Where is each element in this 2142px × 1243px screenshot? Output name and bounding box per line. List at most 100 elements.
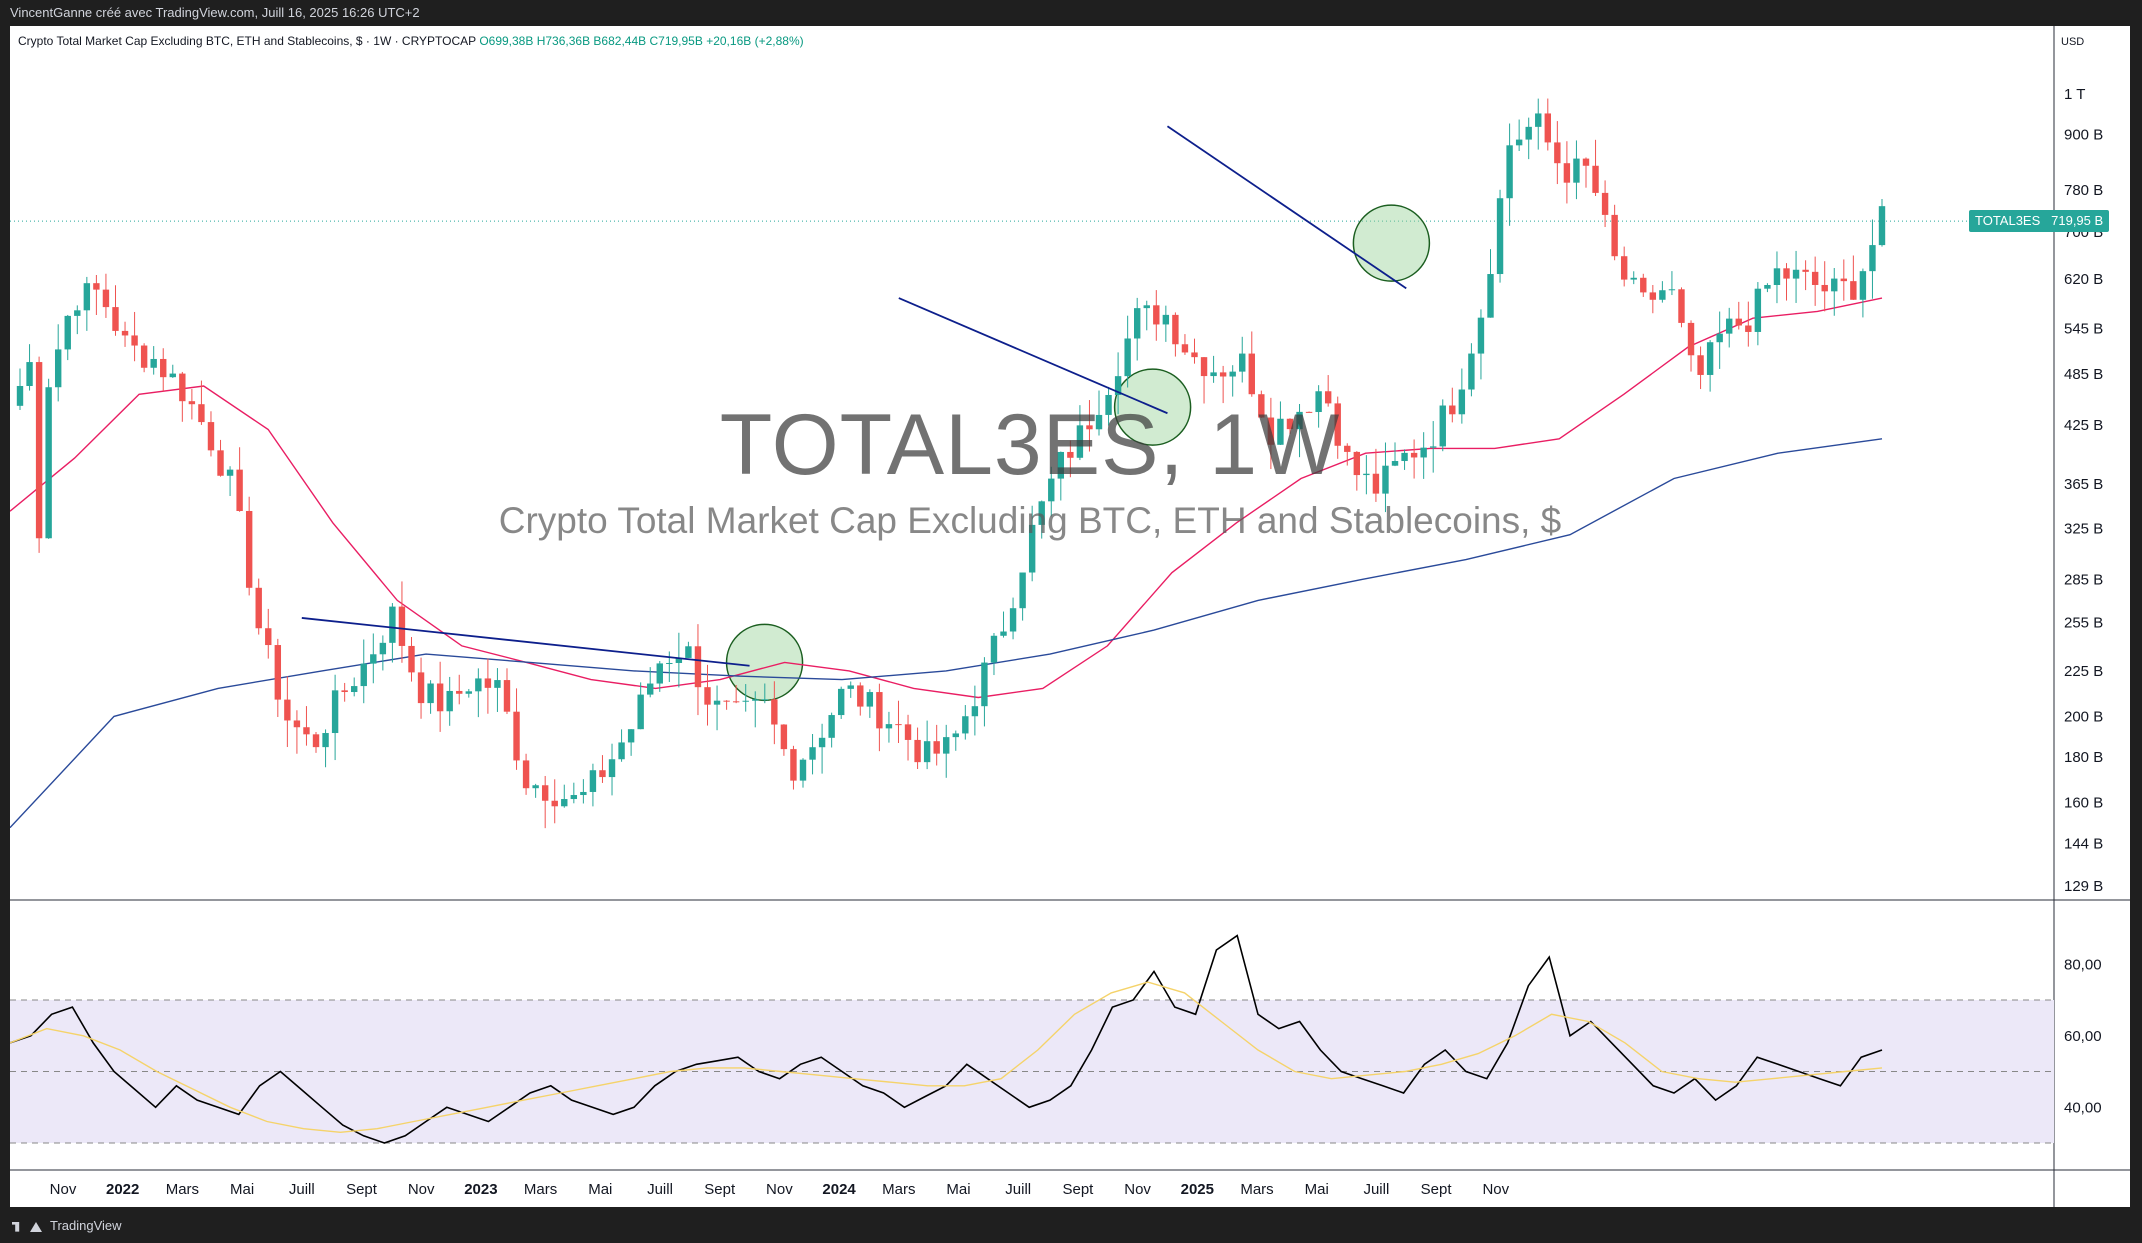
candle-down xyxy=(1840,278,1848,282)
candle-up xyxy=(1506,145,1513,199)
candle-up xyxy=(981,662,988,707)
candle-up xyxy=(26,362,33,386)
candle-up xyxy=(446,690,453,712)
candle-down xyxy=(207,422,215,451)
candle-down xyxy=(179,373,186,402)
legend-open: O699,38B xyxy=(479,34,534,48)
candle-up xyxy=(54,349,62,388)
candle-up xyxy=(962,716,969,734)
candle-up xyxy=(1535,113,1542,127)
time-axis-label: 2023 xyxy=(464,1181,497,1198)
candle-up xyxy=(1754,288,1762,332)
time-axis-label: Nov xyxy=(408,1181,435,1198)
candle-up xyxy=(1105,394,1112,415)
time-axis-label: Mai xyxy=(588,1181,612,1198)
candle-down xyxy=(436,683,444,712)
candle-down xyxy=(408,645,415,673)
candle-up xyxy=(226,469,234,476)
candle-down xyxy=(771,699,778,725)
candle-up xyxy=(1210,372,1217,377)
candle-up xyxy=(971,706,979,717)
candle-up xyxy=(1124,338,1131,377)
candle-up xyxy=(532,785,539,789)
candle-up xyxy=(150,358,157,368)
candle-down xyxy=(904,724,912,740)
candle-up xyxy=(656,663,663,684)
candle-up xyxy=(1764,285,1771,289)
candle-up xyxy=(465,691,472,694)
price-tag-value: 719,95 B xyxy=(2051,213,2104,228)
chart-credit: VincentGanne créé avec TradingView.com, … xyxy=(10,5,420,20)
rsi-axis-label: 40,00 xyxy=(2064,1099,2102,1116)
candle-down xyxy=(1449,405,1456,415)
candle-up xyxy=(809,747,816,760)
candle-down xyxy=(1783,268,1790,279)
time-axis-label: Sept xyxy=(704,1181,736,1198)
footer-brand[interactable]: TradingView xyxy=(50,1218,122,1233)
candle-down xyxy=(1258,394,1265,418)
candle-up xyxy=(1458,389,1466,415)
candle-down xyxy=(1286,418,1294,430)
candle-down xyxy=(933,741,940,754)
candle-up xyxy=(637,694,644,730)
time-axis-label: Mai xyxy=(1305,1181,1329,1198)
candle-down xyxy=(857,685,864,707)
candle-down xyxy=(274,645,282,700)
candle-up xyxy=(866,692,874,707)
trendline xyxy=(898,297,1168,415)
candle-down xyxy=(102,289,110,308)
candle-down xyxy=(303,727,310,735)
candle-up xyxy=(74,310,81,316)
candle-up xyxy=(1792,269,1800,279)
time-axis-label: Nov xyxy=(1482,1181,1509,1198)
rsi-axis-label: 80,00 xyxy=(2064,956,2102,973)
candles[interactable] xyxy=(16,98,1886,829)
candle-up xyxy=(1515,139,1523,146)
candle-up xyxy=(618,742,625,760)
candle-down xyxy=(1802,269,1809,272)
time-axis-label: Juill xyxy=(289,1181,315,1198)
price-axis-label: 780 B xyxy=(2064,182,2103,199)
time-axis-label: Sept xyxy=(1421,1181,1453,1198)
candle-up xyxy=(1162,314,1170,325)
candle-up xyxy=(83,283,91,311)
candle-down xyxy=(732,701,740,703)
candle-down xyxy=(1181,344,1189,353)
candle-up xyxy=(1773,268,1781,286)
candle-up xyxy=(169,373,176,378)
legend-close: C719,95B xyxy=(649,34,703,48)
currency-label[interactable]: USD xyxy=(2061,36,2085,48)
trendline xyxy=(1166,125,1407,290)
candle-down xyxy=(1687,322,1695,356)
price-axis-label: 900 B xyxy=(2064,127,2103,144)
candle-up xyxy=(1000,631,1007,636)
candle-up xyxy=(1009,608,1017,632)
candle-up xyxy=(322,733,329,748)
candle-down xyxy=(217,450,224,476)
candle-down xyxy=(1611,214,1618,257)
trendlines[interactable] xyxy=(301,125,1407,667)
candle-up xyxy=(1076,425,1084,458)
candle-up xyxy=(379,642,387,655)
candle-down xyxy=(198,404,205,423)
time-axis-label: Sept xyxy=(1062,1181,1094,1198)
candle-up xyxy=(351,686,358,693)
candle-up xyxy=(370,654,377,664)
candle-down xyxy=(484,678,492,688)
candle-down xyxy=(1850,281,1857,300)
candle-up xyxy=(1706,342,1714,375)
chart-canvas[interactable]: 1 T 900 B 780 B 700 B 620 B 545 B 485 B 425 B 36… xyxy=(10,26,2130,1207)
candle-down xyxy=(1735,318,1742,326)
candle-down xyxy=(1219,372,1227,377)
candle-up xyxy=(608,759,616,778)
candle-up xyxy=(1573,158,1580,183)
candle-down xyxy=(1334,403,1341,446)
candle-down xyxy=(1353,451,1361,476)
rsi-band-fill xyxy=(10,1000,2054,1143)
symbol-legend: Crypto Total Market Cap Excluding BTC, E… xyxy=(18,34,804,48)
candle-down xyxy=(1649,292,1657,300)
candle-up xyxy=(837,688,845,716)
candle-down xyxy=(1067,451,1074,458)
candle-down xyxy=(284,699,291,721)
